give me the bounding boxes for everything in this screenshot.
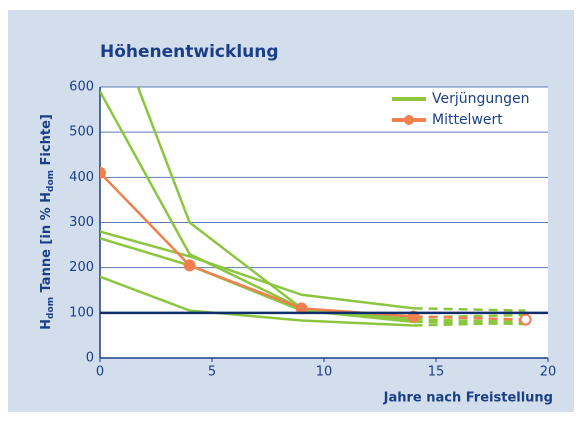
y-tick-label: 200 [69, 260, 94, 275]
y-tick-label: 600 [69, 80, 94, 95]
series-marker [100, 166, 106, 179]
y-tick-label: 300 [69, 215, 94, 230]
x-axis-label: Jahre nach Freistellung [383, 391, 553, 406]
series-line-projected [413, 307, 526, 312]
legend-label: Verjüngungen [432, 91, 530, 107]
x-tick-label: 15 [428, 365, 445, 380]
legend-label: Mittelwert [432, 112, 503, 128]
x-tick-label: 10 [316, 365, 333, 380]
series-line-projected [413, 315, 526, 321]
x-tick-label: 20 [540, 365, 557, 380]
y-axis-label: Hdom Tanne [in % Hdom Fichte] [39, 114, 56, 330]
series-marker [519, 313, 532, 326]
x-tick-label: 5 [208, 365, 216, 380]
legend-background [388, 90, 544, 109]
y-tick-label: 100 [69, 305, 94, 320]
legend-marker [404, 115, 414, 125]
y-label-sub: dom [46, 297, 56, 319]
y-label-sub: dom [46, 170, 56, 192]
series-line-projected [413, 318, 526, 324]
y-tick-label: 400 [69, 170, 94, 185]
y-label-part: H [39, 319, 54, 330]
y-label-part: Fichte] [39, 114, 54, 170]
chart-title: Höhenentwicklung [100, 42, 279, 62]
x-tick-label: 0 [96, 365, 104, 380]
series-line [100, 230, 414, 310]
y-tick-label: 500 [69, 125, 94, 140]
series-line-projected [413, 321, 526, 327]
y-label-part: Tanne [in % H [39, 192, 54, 297]
legend-background [388, 111, 544, 130]
series-marker [183, 259, 196, 272]
y-tick-label: 0 [86, 351, 94, 366]
series-line [100, 275, 414, 327]
